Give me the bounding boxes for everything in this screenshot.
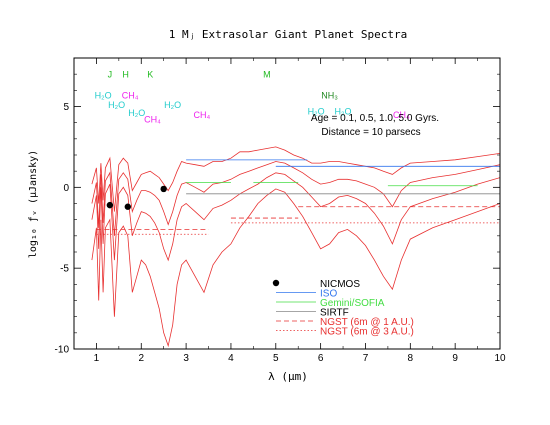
nicmos-point-1 bbox=[124, 203, 132, 210]
feature-label-11: NH₃ bbox=[321, 90, 338, 100]
feature-label-12: H₂O bbox=[308, 107, 325, 117]
legend-marker-0 bbox=[272, 279, 280, 287]
spectrum-line-3 bbox=[91, 188, 500, 348]
legend-label-2: Gemini/SOFIA bbox=[320, 298, 385, 309]
legend-label-5: NGST (6m @ 3 A.U.) bbox=[320, 327, 414, 338]
x-tick-label-6: 7 bbox=[363, 353, 369, 364]
feature-label-9: H₂O bbox=[164, 100, 181, 110]
instrument-sensitivities bbox=[96, 159, 500, 235]
annotation: Age = 0.1, 0.5, 1.0, 5.0 Gyrs. Distance … bbox=[311, 113, 439, 138]
y-tick-label-3: 5 bbox=[63, 102, 69, 113]
feature-label-8: CH₄ bbox=[144, 115, 161, 125]
x-tick-label-3: 4 bbox=[228, 353, 234, 364]
legend-label-3: SIRTF bbox=[320, 308, 349, 319]
legend-label-0: NICMOS bbox=[320, 279, 360, 290]
x-axis-label: λ (μm) bbox=[268, 370, 308, 383]
annotation-age: Age = 0.1, 0.5, 1.0, 5.0 Gyrs. bbox=[311, 113, 439, 124]
feature-label-13: H₂O bbox=[335, 107, 352, 117]
feature-label-7: H₂O bbox=[128, 108, 145, 118]
x-axis: 1 2 3 4 5 6 7 8 9 10 bbox=[73, 58, 506, 364]
feature-label-10: CH₄ bbox=[193, 110, 210, 120]
x-tick-label-2: 3 bbox=[183, 353, 189, 364]
spectrum-line-2 bbox=[91, 172, 500, 262]
feature-label-14: CH₄ bbox=[393, 110, 410, 120]
y-axis: -10 -5 0 5 bbox=[55, 57, 500, 356]
x-tick-label-9: 10 bbox=[494, 353, 506, 364]
legend-label-1: ISO bbox=[320, 289, 337, 300]
x-tick-label-1: 2 bbox=[138, 353, 144, 364]
y-tick-label-2: 0 bbox=[63, 183, 69, 194]
feature-label-5: CH₄ bbox=[122, 90, 139, 100]
x-tick-label-8: 9 bbox=[452, 353, 458, 364]
feature-label-1: H bbox=[122, 69, 129, 79]
y-tick-label-1: -5 bbox=[60, 264, 69, 275]
y-axis-label: log₁₀ ƒᵥ (μJansky) bbox=[28, 150, 39, 258]
x-tick-label-0: 1 bbox=[94, 353, 100, 364]
x-tick-label-4: 5 bbox=[273, 353, 279, 364]
feature-label-3: M bbox=[263, 69, 271, 79]
nicmos-point-2 bbox=[160, 185, 167, 193]
spectra-lines bbox=[91, 146, 500, 348]
annotation-distance: Distance = 10 parsecs bbox=[321, 127, 420, 138]
chart-title: 1 Mⱼ Extrasolar Giant Planet Spectra bbox=[169, 28, 407, 41]
y-tick-label-0: -10 bbox=[55, 345, 70, 356]
feature-label-0: J bbox=[108, 69, 113, 79]
feature-label-4: H₂O bbox=[95, 90, 112, 100]
legend-label-4: NGST (6m @ 1 A.U.) bbox=[320, 317, 414, 328]
feature-label-6: H₂O bbox=[108, 100, 125, 110]
nicmos-point-0 bbox=[106, 201, 114, 209]
spectrum-line-1 bbox=[91, 161, 500, 236]
feature-label-2: K bbox=[147, 69, 153, 79]
x-tick-label-5: 6 bbox=[318, 353, 324, 364]
plot-frame bbox=[73, 57, 501, 350]
x-tick-label-7: 8 bbox=[408, 353, 414, 364]
spectrum-line-0 bbox=[91, 146, 500, 212]
